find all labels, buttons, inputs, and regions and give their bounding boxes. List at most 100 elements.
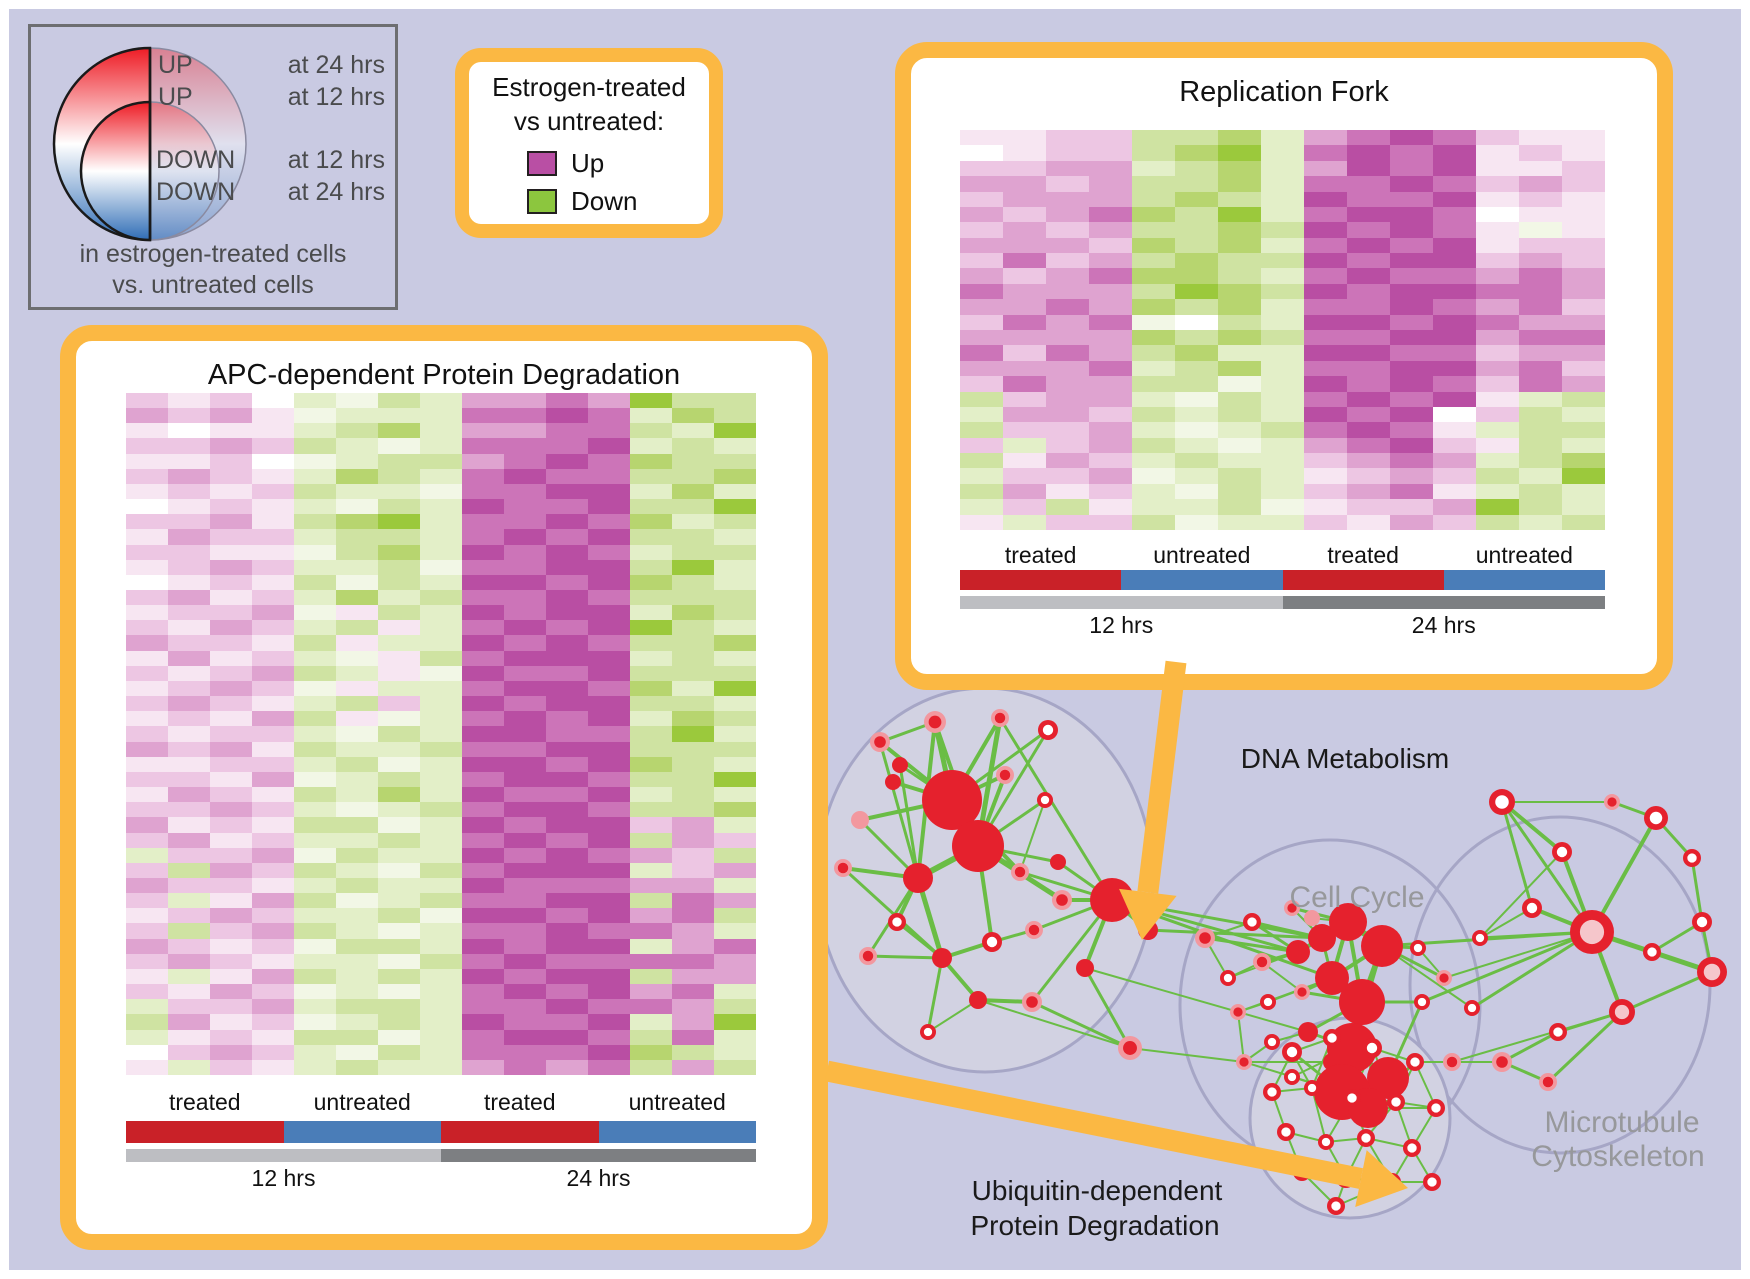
- gene-node-ring: [1361, 1133, 1371, 1143]
- gene-node-red: [932, 948, 952, 968]
- gene-node-halo: [1014, 866, 1026, 878]
- gene-node-ring: [1340, 1172, 1352, 1184]
- gene-node-ring: [892, 917, 902, 927]
- network-edge: [977, 999, 1131, 1049]
- apc-group-label-2: treated: [483, 1089, 556, 1115]
- gene-node-ring: [1366, 1042, 1378, 1054]
- network-edge: [1083, 967, 1132, 1049]
- apc-group-label-1: untreated: [313, 1089, 411, 1115]
- network-edge: [1500, 801, 1594, 933]
- gene-node-halo: [1233, 1007, 1243, 1017]
- gene-node-ring: [1223, 973, 1233, 983]
- apc-group-label-3: untreated: [628, 1089, 726, 1115]
- gene-node-halo: [1287, 903, 1297, 913]
- gene-node-ring: [1391, 1097, 1401, 1107]
- gene-node-red: [922, 770, 982, 830]
- rf-group-label-3: untreated: [1475, 542, 1573, 568]
- network-edge: [878, 741, 920, 879]
- network-edge: [1084, 967, 1309, 1033]
- apc-group-labels: treated untreated treated untreated: [126, 1089, 756, 1116]
- gene-node-red: [1050, 854, 1066, 870]
- apc-24hrs-label: 24 hrs: [566, 1165, 631, 1191]
- ring-row-time-3: at 24 hrs: [287, 178, 385, 206]
- gene-node-ring: [923, 1027, 933, 1037]
- network-edge: [867, 954, 943, 960]
- gene-node-pink: [1304, 910, 1320, 926]
- network-edge: [1500, 801, 1534, 909]
- ring-row-word-2: DOWN: [156, 146, 236, 174]
- gene-node-halo: [1607, 797, 1617, 807]
- hrs12-bar: [126, 1149, 441, 1162]
- network-label: Protein Degradation: [970, 1210, 1219, 1241]
- gene-node-bigring: [1703, 963, 1721, 981]
- gene-node-ring: [1287, 1072, 1297, 1082]
- updown-ring-legend-box: [28, 24, 398, 310]
- ring-row-time-0: at 24 hrs: [287, 51, 385, 79]
- apc-time-labels: 12 hrs 24 hrs: [126, 1165, 756, 1192]
- panel-apc-degradation: APC-dependent Protein Degradation treate…: [60, 325, 828, 1250]
- network-label: Ubiquitin-dependent: [972, 1175, 1223, 1206]
- gene-node-ring: [1347, 1093, 1357, 1103]
- hrs24-bar: [1282, 596, 1605, 609]
- gene-node-red: [1090, 878, 1134, 922]
- untreated-bar: [1121, 570, 1283, 590]
- treated-bar: [441, 1121, 599, 1143]
- rf-group-label-1: untreated: [1153, 542, 1251, 568]
- treated-bar: [1282, 570, 1444, 590]
- gene-node-halo: [994, 712, 1006, 724]
- apc-panel-title: APC-dependent Protein Degradation: [207, 359, 681, 391]
- gene-node-halo: [1026, 996, 1038, 1008]
- gene-node-ring: [1526, 902, 1538, 914]
- gene-node-ring: [1267, 1087, 1277, 1097]
- ring-caption-line2: vs. untreated cells: [112, 271, 314, 299]
- gene-node-halo: [1056, 894, 1068, 906]
- gene-node-ring: [1040, 795, 1050, 805]
- untreated-bar: [1443, 570, 1605, 590]
- network-edge: [1019, 799, 1046, 873]
- gene-node-bigring: [1579, 919, 1605, 945]
- gene-node-red: [1308, 924, 1336, 952]
- gene-node-ring: [986, 936, 998, 948]
- panel-replication-fork: Replication Fork treated untreated treat…: [895, 42, 1673, 690]
- gene-node-red: [1138, 920, 1158, 940]
- up-label: Up: [571, 148, 605, 178]
- gene-node-ring: [1281, 1127, 1291, 1137]
- network-edge: [926, 957, 944, 1033]
- gene-node-red: [903, 863, 933, 893]
- gene-node-ring: [1417, 997, 1427, 1007]
- rf-time-bar: [960, 596, 1605, 609]
- network-edge: [1443, 931, 1593, 979]
- gene-node-red: [1367, 1057, 1409, 1099]
- gene-node-halo: [837, 862, 849, 874]
- network-edge: [927, 999, 979, 1033]
- apc-group-label-0: treated: [168, 1089, 241, 1115]
- gene-node-ring: [1413, 943, 1423, 953]
- gene-node-halo: [862, 950, 874, 962]
- network-edge: [998, 717, 1114, 901]
- gene-node-ring: [1696, 916, 1708, 928]
- gene-node-red: [885, 774, 901, 790]
- network-label: Cytoskeleton: [1531, 1140, 1704, 1173]
- untreated-bar: [598, 1121, 756, 1143]
- rf-panel-title: Replication Fork: [1179, 76, 1389, 108]
- gene-node-ring: [1042, 724, 1054, 736]
- gene-node-red: [1329, 903, 1367, 941]
- rf-group-label-2: treated: [1327, 542, 1399, 568]
- gene-node-ring: [1407, 1143, 1417, 1153]
- gene-node-ring: [1647, 947, 1657, 957]
- rf-12hrs-label: 12 hrs: [1089, 612, 1154, 638]
- network-edge: [1129, 1047, 1245, 1063]
- apc-treatment-bar: [126, 1121, 756, 1143]
- rf-24hrs-label: 24 hrs: [1411, 612, 1476, 638]
- rf-group-label-0: treated: [1004, 542, 1077, 568]
- network-edge: [1031, 1000, 1131, 1050]
- ring-row-word-3: DOWN: [156, 178, 236, 206]
- rf-treatment-bar: [960, 570, 1605, 590]
- network-edge: [1500, 800, 1564, 854]
- gene-node-ring: [1263, 997, 1273, 1007]
- gene-node-ring: [1267, 1037, 1277, 1047]
- gene-node-ring: [1556, 846, 1568, 858]
- gene-node-red: [1298, 1022, 1318, 1042]
- gene-node-ring: [1649, 811, 1663, 825]
- gene-node-ring: [1286, 1046, 1298, 1058]
